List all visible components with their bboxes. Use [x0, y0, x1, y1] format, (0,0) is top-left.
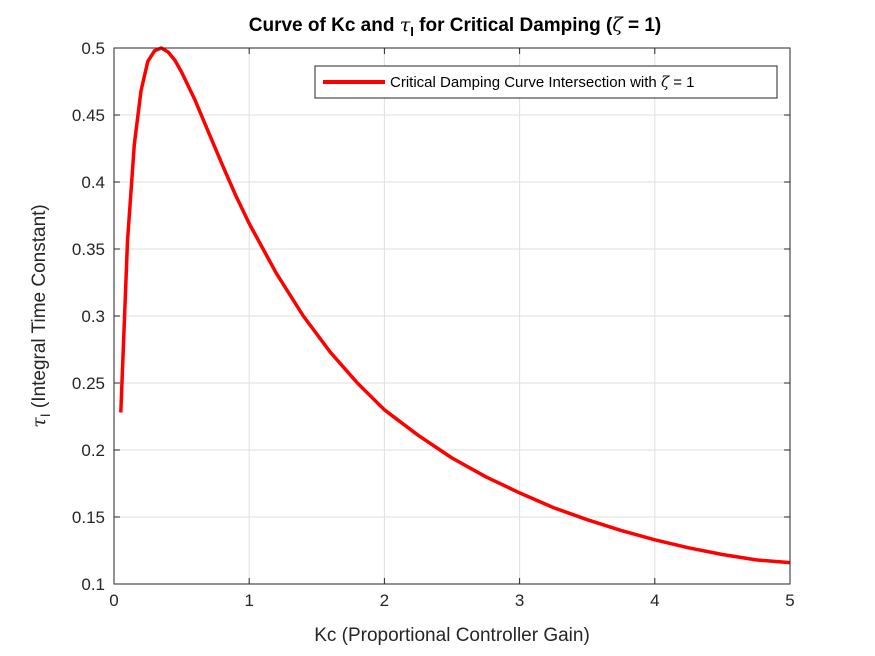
y-tick-label: 0.35	[72, 240, 105, 259]
y-tick-label: 0.45	[72, 106, 105, 125]
x-tick-label: 1	[244, 591, 253, 610]
series-line	[119, 46, 791, 565]
x-tick-label: 5	[785, 591, 794, 610]
legend: Critical Damping Curve Intersection with…	[314, 65, 778, 99]
ticks: 0 1 2 3 4 5 0.1 0.15 0.2 0.25 0.3 0.35 0.4 0.45 0.5	[72, 39, 795, 610]
x-tick-label: 0	[109, 591, 118, 610]
x-tick-label: 2	[380, 591, 389, 610]
legend-entry: Critical Damping Curve Intersection with…	[390, 73, 695, 91]
y-tick-label: 0.1	[81, 575, 105, 594]
chart-title: Curve of Kc and τI for Critical Damping …	[249, 14, 661, 39]
y-tick-label: 0.25	[72, 374, 105, 393]
x-tick-label: 4	[650, 591, 659, 610]
series-layer	[119, 46, 791, 565]
x-axis-label: Kc (Proportional Controller Gain)	[314, 625, 590, 646]
y-tick-label: 0.4	[81, 173, 105, 192]
x-tick-label: 3	[515, 591, 524, 610]
y-tick-label: 0.3	[81, 307, 105, 326]
y-tick-label: 0.5	[81, 39, 105, 58]
y-tick-label: 0.15	[72, 508, 105, 527]
y-tick-label: 0.2	[81, 441, 105, 460]
legend-box	[314, 65, 778, 99]
y-axis-label: τI (Integral Time Constant)	[28, 204, 53, 428]
